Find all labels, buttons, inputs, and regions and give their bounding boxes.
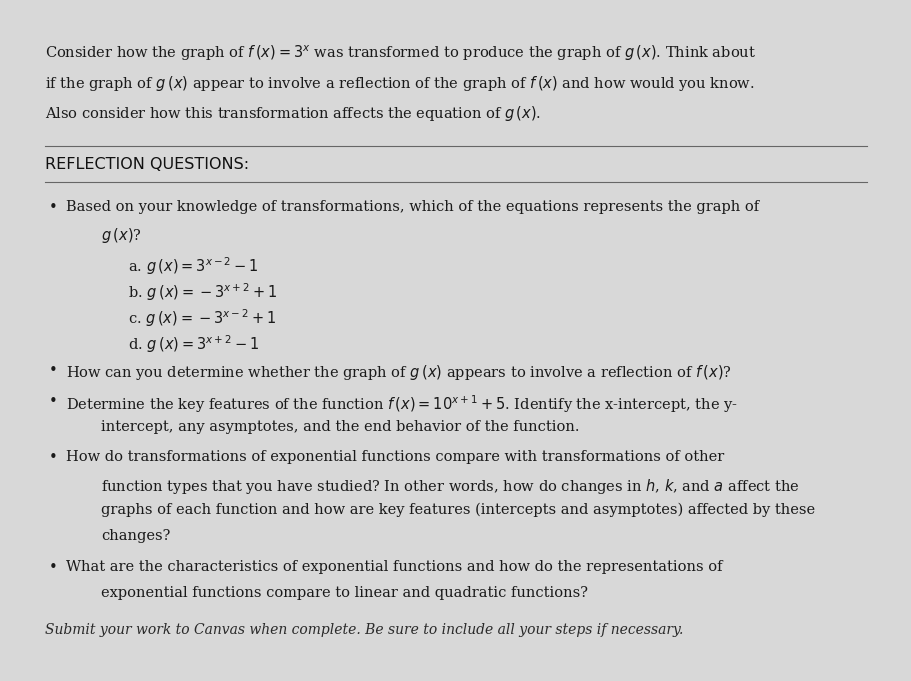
Text: What are the characteristics of exponential functions and how do the representat: What are the characteristics of exponent… — [67, 560, 722, 573]
Text: •: • — [49, 394, 57, 409]
Text: Determine the key features of the function $f\,(x)=10^{x+1}+5$. Identify the x-i: Determine the key features of the functi… — [67, 394, 738, 415]
Text: •: • — [49, 560, 57, 575]
Text: •: • — [49, 363, 57, 378]
Text: $g\,(x)$?: $g\,(x)$? — [101, 226, 142, 245]
Text: Based on your knowledge of transformations, which of the equations represents th: Based on your knowledge of transformatio… — [67, 200, 759, 214]
Text: if the graph of $g\,(x)$ appear to involve a reflection of the graph of $f\,(x)$: if the graph of $g\,(x)$ appear to invol… — [45, 74, 753, 93]
Text: How can you determine whether the graph of $g\,(x)$ appears to involve a reflect: How can you determine whether the graph … — [67, 363, 732, 382]
Text: Consider how the graph of $f\,(x)=3^x$ was transformed to produce the graph of $: Consider how the graph of $f\,(x)=3^x$ w… — [45, 43, 754, 63]
Text: •: • — [49, 200, 57, 215]
Text: c. $g\,(x)=-3^{x-2}+1$: c. $g\,(x)=-3^{x-2}+1$ — [128, 307, 275, 329]
Text: REFLECTION QUESTIONS:: REFLECTION QUESTIONS: — [45, 157, 249, 172]
Text: d. $g\,(x)=3^{x+2}-1$: d. $g\,(x)=3^{x+2}-1$ — [128, 334, 259, 355]
Text: Also consider how this transformation affects the equation of $g\,(x)$.: Also consider how this transformation af… — [45, 104, 540, 123]
Text: function types that you have studied? In other words, how do changes in $h$, $k$: function types that you have studied? In… — [101, 477, 799, 496]
Text: exponential functions compare to linear and quadratic functions?: exponential functions compare to linear … — [101, 586, 588, 600]
Text: changes?: changes? — [101, 529, 170, 543]
Text: How do transformations of exponential functions compare with transformations of : How do transformations of exponential fu… — [67, 450, 724, 464]
Text: intercept, any asymptotes, and the end behavior of the function.: intercept, any asymptotes, and the end b… — [101, 419, 579, 434]
Text: a. $g\,(x)=3^{x-2}-1$: a. $g\,(x)=3^{x-2}-1$ — [128, 255, 258, 277]
Text: •: • — [49, 450, 57, 465]
Text: Submit your work to Canvas when complete. Be sure to include all your steps if n: Submit your work to Canvas when complete… — [45, 622, 682, 637]
Text: graphs of each function and how are key features (intercepts and asymptotes) aff: graphs of each function and how are key … — [101, 503, 814, 517]
Text: b. $g\,(x)=-3^{x+2}+1$: b. $g\,(x)=-3^{x+2}+1$ — [128, 281, 277, 303]
